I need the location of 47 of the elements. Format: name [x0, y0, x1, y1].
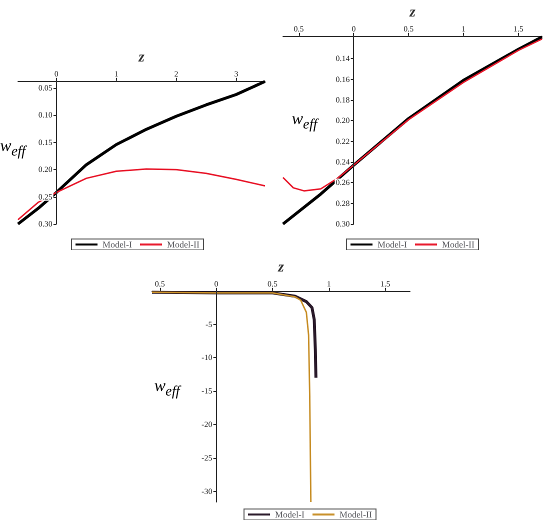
x-tick-label: 1.5: [380, 279, 390, 288]
x-tick-label: 0: [214, 279, 218, 288]
y-tick-label: 0.28: [336, 198, 350, 208]
legend-label: Model-II: [340, 510, 372, 520]
legend-label: Model-II: [442, 240, 474, 250]
y-axis-title: w$_{eff}$: [154, 376, 180, 401]
y-tick-label: 0.30: [336, 220, 350, 228]
y-tick-label: 0.10: [38, 110, 52, 120]
y-tick-label: 0.26: [336, 178, 350, 188]
x-tick-label: 3: [234, 69, 238, 78]
y-tick-label: 0.14: [336, 54, 350, 64]
x-tick-label: 0: [54, 69, 58, 78]
x-tick-label: 0.5: [154, 279, 165, 288]
legend-label: Model-II: [167, 240, 200, 250]
y-tick-label: 0.24: [336, 157, 350, 166]
y-tick-label: -20: [202, 420, 212, 430]
y-tick-label: 0.22: [336, 136, 350, 146]
x-tick-label: 1: [114, 69, 118, 78]
legend-label: Model-I: [378, 240, 408, 250]
x-tick-label: 0: [352, 24, 356, 34]
x-axis-title: z: [138, 50, 145, 66]
y-tick-label: -10: [202, 353, 212, 362]
x-tick-label: 0.5: [268, 279, 278, 288]
x-tick-label: 2: [174, 69, 178, 78]
x-axis-title: z: [277, 260, 284, 276]
legend-label: Model-I: [275, 510, 305, 520]
y-axis-title: w$_{eff}$: [0, 136, 26, 161]
y-tick-label: -25: [202, 453, 212, 462]
y-tick-label: -15: [202, 386, 212, 396]
y-tick-label: 0.20: [38, 165, 52, 174]
y-tick-label: 0.15: [38, 138, 52, 147]
legend-label: Model-I: [102, 240, 132, 250]
y-axis-title: w$_{eff}$: [292, 109, 318, 134]
x-axis-title: z: [408, 4, 416, 20]
x-tick-label: 1: [326, 279, 331, 288]
y-tick-label: 0.16: [336, 74, 350, 84]
y-tick-label: 0.30: [38, 220, 52, 228]
y-tick-label: 0.25: [38, 192, 52, 202]
x-tick-label: 1: [462, 24, 466, 34]
x-tick-label: 0.5: [294, 24, 304, 34]
y-tick-label: 0.20: [336, 116, 350, 126]
y-tick-label: -30: [202, 486, 212, 496]
x-tick-label: 0.5: [404, 24, 414, 34]
y-tick-label: -5: [206, 320, 212, 329]
y-tick-label: 0.05: [38, 83, 52, 92]
y-tick-label: 0.18: [336, 95, 350, 104]
x-tick-label: 1.5: [513, 24, 524, 34]
